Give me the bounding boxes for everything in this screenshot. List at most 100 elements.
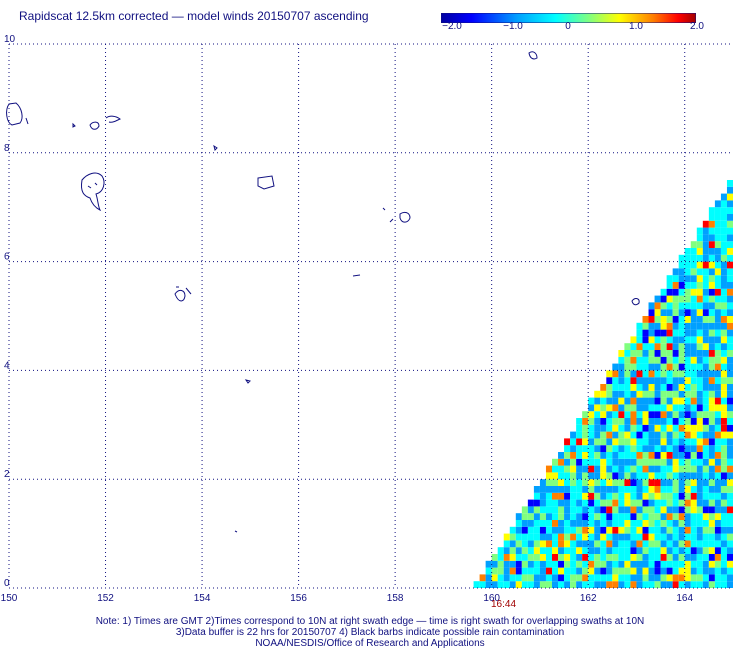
- wind-cell: [708, 431, 715, 439]
- wind-cell: [582, 581, 589, 588]
- wind-cell: [708, 390, 715, 398]
- wind-cell: [648, 438, 655, 446]
- wind-cell: [654, 506, 661, 514]
- wind-cell: [648, 479, 655, 486]
- wind-cell: [726, 316, 733, 323]
- wind-cell: [648, 322, 655, 330]
- wind-cell: [684, 581, 691, 588]
- wind-cell: [708, 207, 715, 214]
- wind-cell: [714, 404, 721, 412]
- wind-cell: [564, 554, 571, 561]
- wind-cell: [714, 288, 721, 296]
- wind-cell: [702, 404, 709, 412]
- wind-cell: [624, 452, 631, 459]
- wind-cell: [600, 486, 607, 493]
- wind-cell: [714, 513, 721, 520]
- wind-cell: [684, 350, 691, 357]
- wind-cell: [582, 554, 589, 561]
- wind-cell: [678, 574, 685, 582]
- wind-cell: [720, 248, 727, 255]
- wind-cell: [630, 424, 637, 432]
- wind-cell: [702, 234, 709, 242]
- wind-cell: [672, 520, 679, 527]
- wind-cell: [600, 411, 607, 418]
- wind-cell: [642, 506, 649, 514]
- wind-cell: [690, 465, 697, 473]
- wind-cell: [666, 295, 673, 303]
- wind-cell: [702, 554, 709, 561]
- wind-cell: [570, 574, 577, 582]
- wind-cell: [726, 418, 733, 425]
- wind-cell: [527, 560, 534, 568]
- wind-cell: [720, 295, 727, 303]
- wind-cell: [588, 404, 595, 412]
- wind-cell: [576, 533, 583, 541]
- wind-cell: [582, 418, 589, 425]
- wind-cell: [660, 479, 667, 486]
- wind-cell: [672, 492, 679, 500]
- wind-cell: [624, 465, 631, 473]
- wind-cell: [648, 554, 655, 561]
- wind-cell: [726, 309, 733, 316]
- wind-cell: [726, 411, 733, 418]
- wind-cell: [702, 288, 709, 296]
- wind-cell: [600, 424, 607, 432]
- wind-cell: [606, 411, 613, 418]
- wind-cell: [558, 472, 565, 480]
- wind-cell: [582, 533, 589, 541]
- wind-cell: [533, 547, 540, 554]
- wind-cell: [654, 547, 661, 554]
- wind-cell: [714, 458, 721, 466]
- wind-cell: [654, 560, 661, 568]
- wind-cell: [527, 520, 534, 527]
- wind-cell: [648, 492, 655, 500]
- wind-cell: [552, 574, 559, 582]
- wind-cell: [672, 424, 679, 432]
- wind-cell: [588, 540, 595, 548]
- wind-cell: [588, 533, 595, 541]
- wind-cell: [714, 302, 721, 310]
- wind-cell: [714, 207, 721, 214]
- wind-cell: [630, 404, 637, 412]
- wind-cell: [582, 424, 589, 432]
- wind-cell: [726, 479, 733, 486]
- wind-cell: [678, 302, 685, 310]
- wind-cell: [690, 526, 697, 534]
- wind-cell: [630, 506, 637, 514]
- wind-cell: [714, 275, 721, 282]
- wind-cell: [714, 445, 721, 452]
- wind-cell: [594, 458, 601, 466]
- wind-cell: [570, 526, 577, 534]
- wind-cell: [672, 397, 679, 405]
- wind-cell: [708, 370, 715, 378]
- wind-cell: [570, 540, 577, 548]
- wind-cell: [684, 377, 691, 384]
- wind-cell: [714, 499, 721, 507]
- wind-cell: [648, 431, 655, 439]
- wind-cell: [612, 506, 619, 514]
- wind-cell: [660, 343, 667, 350]
- wind-cell: [690, 241, 697, 248]
- wind-cell: [678, 438, 685, 446]
- wind-cell: [678, 288, 685, 296]
- wind-cell: [588, 581, 595, 588]
- wind-cell: [654, 350, 661, 357]
- wind-cell: [624, 458, 631, 466]
- wind-cell: [696, 445, 703, 452]
- wind-cell: [684, 533, 691, 541]
- wind-cell: [654, 492, 661, 500]
- wind-cell: [491, 581, 498, 588]
- wind-cell: [666, 486, 673, 493]
- wind-cell: [539, 540, 546, 548]
- wind-cell: [624, 581, 631, 588]
- wind-cell: [636, 411, 643, 418]
- wind-cell: [702, 336, 709, 344]
- wind-cell: [702, 581, 709, 588]
- wind-cell: [636, 438, 643, 446]
- wind-cell: [714, 316, 721, 323]
- wind-cell: [726, 424, 733, 432]
- wind-cell: [594, 492, 601, 500]
- wind-cell: [636, 458, 643, 466]
- wind-cell: [690, 309, 697, 316]
- wind-cell: [582, 458, 589, 466]
